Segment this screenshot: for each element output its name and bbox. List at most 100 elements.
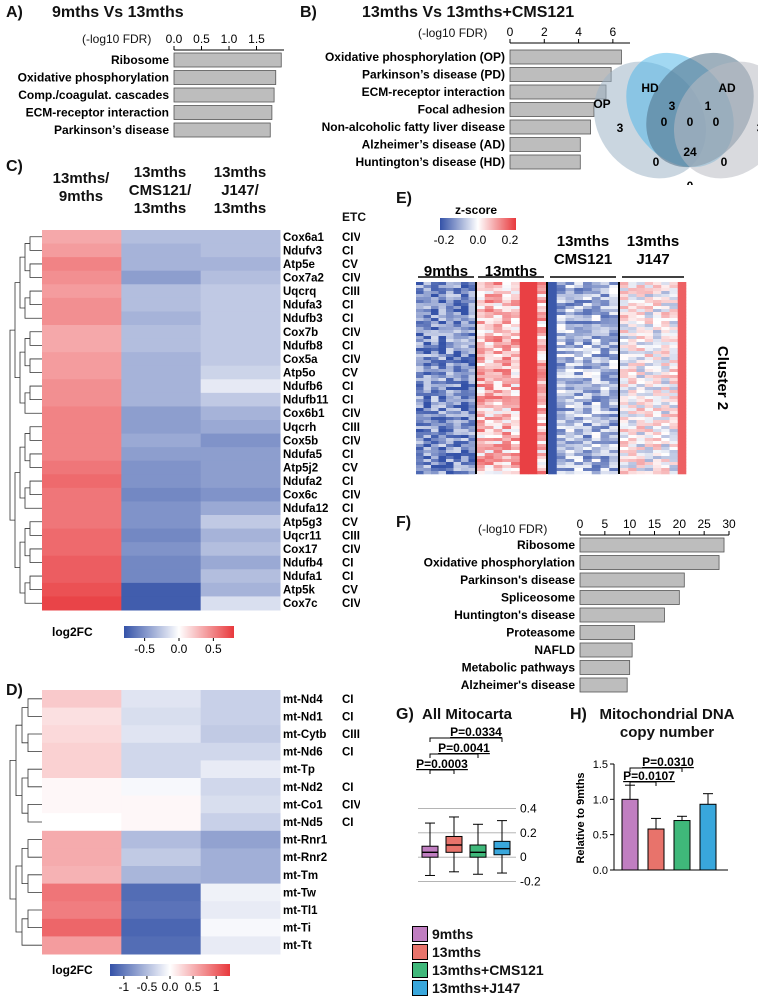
heatmap-e-cell	[565, 282, 575, 286]
panel-f-bar	[579, 660, 631, 675]
heatmap-e-cell	[628, 330, 637, 334]
venn-count: 1	[705, 99, 712, 113]
heatmap-e-cell	[468, 300, 477, 304]
panel-h-tick-label: 0.5	[593, 830, 608, 842]
heatmap-e-cell	[636, 342, 646, 346]
heatmap-e-cell	[548, 318, 558, 322]
heatmap-e-cell	[453, 288, 462, 292]
heatmap-e-cell	[565, 345, 575, 349]
heatmap-e-cell	[669, 378, 679, 382]
heatmap-e-cell	[502, 354, 512, 358]
heatmap-e-cell	[574, 453, 584, 457]
heatmap-c-cell	[200, 420, 281, 435]
heatmap-e-cell	[636, 351, 646, 355]
heatmap-e-cell	[511, 288, 521, 292]
heatmap-e-cell	[653, 285, 662, 289]
heatmap-e-cell	[565, 366, 575, 370]
heatmap-e-cell	[653, 429, 662, 433]
heatmap-e-cell	[484, 471, 494, 475]
heatmap-e-cell	[446, 366, 454, 370]
heatmap-e-cell	[446, 390, 454, 394]
heatmap-c-cell	[42, 542, 122, 557]
heatmap-e-cell	[644, 285, 654, 289]
panel-b-bar	[509, 49, 622, 65]
heatmap-e-cell	[556, 381, 566, 385]
heatmap-e-cell	[628, 297, 637, 301]
heatmap-e-cell	[591, 423, 601, 427]
heatmap-e-cell	[636, 357, 646, 361]
heatmap-e-cell	[609, 363, 619, 367]
heatmap-e-cell	[493, 396, 503, 400]
heatmap-e-cell	[461, 324, 469, 328]
heatmap-e-cell	[453, 351, 462, 355]
heatmap-e-cell	[628, 384, 637, 388]
heatmap-e-cell	[446, 282, 454, 286]
heatmap-e-cell	[600, 372, 610, 376]
heatmap-e-cell	[493, 336, 503, 340]
heatmap-e-cell	[476, 318, 486, 322]
heatmap-c-dendrogram-branch	[24, 338, 30, 367]
heatmap-e-cell	[583, 459, 593, 463]
heatmap-e-cell	[476, 438, 486, 442]
heatmap-c-gene-label: Cox6c	[283, 490, 318, 502]
heatmap-e-cell	[423, 288, 432, 292]
panel-a-tick-label: 0.5	[193, 32, 210, 46]
heatmap-e-cell	[519, 444, 529, 448]
heatmap-c-cell	[200, 284, 281, 299]
heatmap-d-legend-tick-label: 0.5	[185, 980, 202, 994]
heatmap-e-cell	[644, 369, 654, 373]
heatmap-e-cell	[493, 378, 503, 382]
heatmap-e-cell	[669, 417, 679, 421]
heatmap-e-cell	[416, 291, 424, 295]
heatmap-e-cell	[636, 297, 646, 301]
heatmap-e-cell	[468, 390, 477, 394]
heatmap-e-cell	[556, 309, 566, 313]
heatmap-e-cell	[548, 372, 558, 376]
heatmap-e-cell	[519, 423, 529, 427]
heatmap-e-cell	[677, 411, 687, 415]
heatmap-c-gene-label: Ndufb3	[283, 313, 323, 325]
heatmap-e-cell	[565, 396, 575, 400]
group-legend: 9mths 13mths 13mths+CMS121 13mths+J147	[412, 926, 612, 1001]
panel-h: H) Mitochondrial DNA copy number 0.0 0.5 1…	[570, 700, 758, 920]
heatmap-e-cell	[669, 303, 679, 307]
heatmap-e-cell	[431, 330, 439, 334]
heatmap-e-cell	[636, 417, 646, 421]
heatmap-e-cell	[528, 345, 538, 349]
heatmap-e-cell	[620, 420, 629, 424]
heatmap-e-cell	[609, 309, 619, 313]
heatmap-e-cell	[636, 312, 646, 316]
heatmap-e-cell	[628, 396, 637, 400]
heatmap-e-cell	[453, 372, 462, 376]
heatmap-e-cell	[620, 369, 629, 373]
heatmap-e-cell	[446, 342, 454, 346]
heatmap-e-cell	[628, 405, 637, 409]
heatmap-e-cell	[644, 450, 654, 454]
heatmap-e-cell	[431, 345, 439, 349]
heatmap-e-cell	[556, 363, 566, 367]
heatmap-e-cell	[574, 369, 584, 373]
heatmap-e-cell	[502, 291, 512, 295]
heatmap-e-cell	[468, 468, 477, 472]
heatmap-e-cell	[416, 450, 424, 454]
heatmap-e-cell	[484, 363, 494, 367]
heatmap-e-cell	[461, 444, 469, 448]
heatmap-e-cell	[493, 312, 503, 316]
heatmap-e-cell	[423, 294, 432, 298]
heatmap-e-cell	[661, 381, 670, 385]
heatmap-e-cell	[537, 417, 547, 421]
venn-count: 3	[617, 121, 624, 135]
heatmap-e-cell	[468, 285, 477, 289]
heatmap-e-cell	[438, 372, 447, 376]
heatmap-e-cell	[556, 447, 566, 451]
heatmap-e-cell	[416, 420, 424, 424]
heatmap-e-cell	[556, 318, 566, 322]
heatmap-e-cell	[556, 405, 566, 409]
heatmap-e-cell	[519, 321, 529, 325]
heatmap-e-cell	[620, 453, 629, 457]
heatmap-e-cell	[528, 306, 538, 310]
heatmap-e-cell	[438, 303, 447, 307]
panel-b-category-label: ECM-receptor interaction	[362, 85, 505, 99]
heatmap-e-cell	[519, 426, 529, 430]
